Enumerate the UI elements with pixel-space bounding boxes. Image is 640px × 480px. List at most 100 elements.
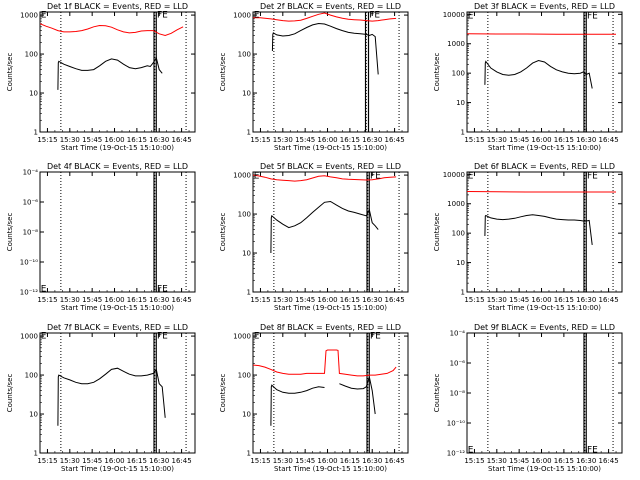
y-tick-label: 10	[242, 250, 251, 258]
events-series-line	[484, 214, 593, 245]
y-tick-label: 10⁻⁶	[450, 360, 466, 368]
plot-frame	[252, 171, 409, 293]
y-axis-label: Counts/sec	[6, 213, 14, 252]
x-tick-label: 15:45	[295, 136, 315, 144]
x-tick-label: 16:00	[104, 136, 124, 144]
marker-label: E	[254, 331, 260, 341]
x-tick-label: 16:30	[362, 457, 382, 465]
x-tick-label: 15:30	[273, 457, 293, 465]
plot-frame	[252, 332, 409, 454]
x-tick-label: 15:15	[37, 457, 57, 465]
x-axis-label: Start Time (19-Oct-15 15:10:00)	[274, 144, 387, 152]
y-axis-label: Counts/sec	[219, 53, 227, 92]
y-tick-label: 10⁻⁸	[450, 390, 466, 398]
marker-label: FE	[157, 331, 168, 341]
plot-frame	[39, 171, 196, 293]
lld-series-line	[467, 191, 616, 193]
panel-title: Det 3f BLACK = Events, RED = LLD	[474, 2, 615, 11]
x-tick-label: 16:00	[104, 296, 124, 304]
plot-frame	[466, 171, 623, 293]
panel-title: Det 4f BLACK = Events, RED = LLD	[47, 162, 188, 171]
x-tick-label: 16:30	[576, 136, 596, 144]
x-tick-label: 16:00	[531, 136, 551, 144]
x-tick-label: 16:15	[127, 296, 147, 304]
plot-area	[487, 333, 614, 453]
panel-det-7f: Det 7f BLACK = Events, RED = LLD 15:15 15:…	[6, 323, 196, 473]
panel-title: Det 6f BLACK = Events, RED = LLD	[474, 162, 615, 171]
events-series-line	[484, 59, 593, 89]
lld-series-line	[253, 349, 397, 377]
x-tick-label: 16:00	[317, 136, 337, 144]
x-tick-label: 15:30	[273, 136, 293, 144]
panel-title: Det 5f BLACK = Events, RED = LLD	[260, 162, 401, 171]
plot-frame	[466, 332, 623, 454]
y-tick-label: 100	[25, 51, 38, 59]
marker-label: FE	[370, 171, 381, 181]
marker-label: FE	[370, 331, 381, 341]
y-tick-label: 1000	[20, 333, 38, 341]
x-tick-label: 16:45	[171, 296, 191, 304]
x-tick-label: 16:00	[531, 457, 551, 465]
y-tick-label: 10	[456, 259, 465, 267]
plot-frame	[39, 332, 196, 454]
lld-series-line	[253, 174, 397, 182]
events-series-line	[57, 56, 163, 90]
y-tick-label: 10	[242, 90, 251, 98]
x-tick-label: 16:15	[554, 457, 574, 465]
y-tick-label: 10000	[443, 11, 465, 19]
events-series-line	[271, 22, 379, 75]
x-axis-label: Start Time (19-Oct-15 15:10:00)	[61, 144, 174, 152]
y-axis-label: Counts/sec	[6, 53, 14, 92]
x-tick-label: 15:30	[487, 136, 507, 144]
y-tick-label: 1000	[233, 12, 251, 20]
x-tick-label: 15:45	[295, 296, 315, 304]
x-tick-label: 16:45	[598, 136, 618, 144]
y-tick-label: 10⁻⁸	[23, 229, 39, 237]
x-tick-label: 15:45	[82, 296, 102, 304]
x-tick-label: 16:00	[531, 296, 551, 304]
y-tick-label: 100	[238, 51, 251, 59]
x-tick-label: 16:00	[317, 296, 337, 304]
x-tick-label: 16:45	[598, 296, 618, 304]
x-tick-label: 15:30	[60, 457, 80, 465]
y-tick-label: 10	[242, 411, 251, 419]
y-tick-label: 1	[34, 129, 38, 137]
y-tick-label: 10⁻¹⁰	[20, 259, 38, 267]
plot-area	[253, 12, 400, 132]
panel-title: Det 7f BLACK = Events, RED = LLD	[47, 323, 188, 332]
plot-frame	[466, 11, 623, 133]
y-tick-label: 100	[452, 70, 465, 78]
x-tick-label: 15:15	[250, 457, 270, 465]
x-axis-label: Start Time (19-Oct-15 15:10:00)	[61, 465, 174, 473]
marker-label: FE	[587, 171, 598, 181]
x-tick-label: 16:30	[576, 457, 596, 465]
plot-frame	[39, 11, 196, 133]
x-tick-label: 15:45	[509, 457, 529, 465]
x-tick-label: 15:30	[273, 296, 293, 304]
marker-label: E	[254, 10, 260, 20]
x-tick-label: 15:45	[82, 136, 102, 144]
x-tick-label: 15:30	[487, 296, 507, 304]
plot-area	[467, 12, 616, 132]
y-tick-label: 1000	[233, 333, 251, 341]
plot-area	[253, 333, 400, 453]
x-tick-label: 15:30	[60, 136, 80, 144]
marker-label: E	[254, 171, 260, 181]
y-tick-label: 1	[34, 450, 38, 458]
x-tick-label: 16:30	[149, 296, 169, 304]
x-tick-label: 15:45	[295, 457, 315, 465]
y-tick-label: 1000	[447, 200, 465, 208]
y-tick-label: 1000	[20, 12, 38, 20]
marker-label: FE	[157, 284, 168, 294]
x-axis-label: Start Time (19-Oct-15 15:10:00)	[488, 144, 601, 152]
y-tick-label: 100	[238, 372, 251, 380]
marker-label: E	[468, 445, 474, 455]
x-tick-label: 16:00	[317, 457, 337, 465]
